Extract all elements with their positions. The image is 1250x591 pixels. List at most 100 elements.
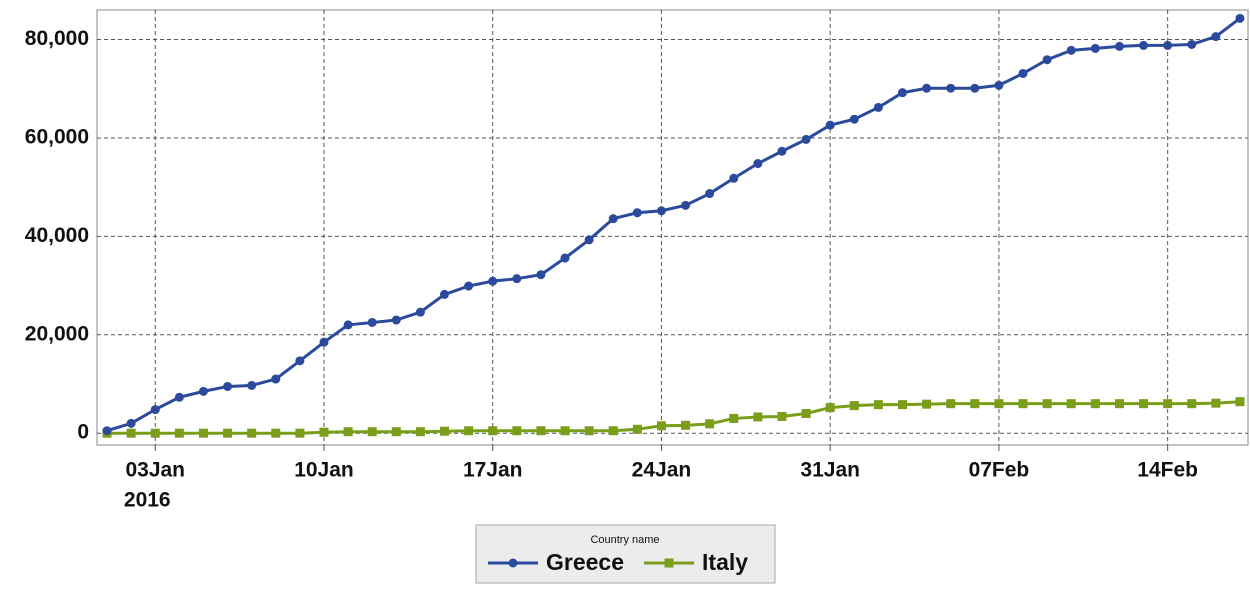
marker	[247, 380, 257, 390]
x-tick-label: 14Feb	[1137, 459, 1198, 482]
x-tick-label: 07Feb	[969, 459, 1030, 482]
marker	[126, 428, 136, 438]
marker	[440, 289, 450, 299]
x-tick-label: 31Jan	[800, 459, 860, 482]
marker	[946, 399, 956, 409]
plot-area	[96, 9, 1249, 446]
x-tick-label: 10Jan	[294, 459, 354, 482]
marker	[343, 320, 353, 330]
marker	[560, 253, 570, 263]
marker	[536, 426, 546, 436]
marker	[1066, 45, 1076, 55]
marker	[584, 426, 594, 436]
marker	[729, 173, 739, 183]
legend-label: Italy	[702, 549, 748, 575]
marker	[825, 403, 835, 413]
marker	[1235, 13, 1245, 23]
marker	[271, 374, 281, 384]
x-tick-label: 24Jan	[632, 459, 692, 482]
marker	[632, 424, 642, 434]
marker	[319, 427, 329, 437]
marker	[560, 426, 570, 436]
marker	[174, 428, 184, 438]
marker	[1163, 40, 1173, 50]
marker	[608, 214, 618, 224]
marker	[656, 421, 666, 431]
marker	[1211, 32, 1221, 42]
marker	[102, 426, 112, 436]
marker	[126, 418, 136, 428]
marker	[512, 426, 522, 436]
marker	[897, 400, 907, 410]
marker	[367, 317, 377, 327]
marker	[970, 399, 980, 409]
marker	[825, 120, 835, 130]
marker	[1139, 399, 1149, 409]
marker	[777, 411, 787, 421]
marker	[488, 276, 498, 286]
marker	[584, 235, 594, 245]
marker	[801, 409, 811, 419]
marker	[1187, 399, 1197, 409]
marker	[1235, 397, 1245, 407]
marker	[367, 427, 377, 437]
marker	[271, 428, 281, 438]
marker	[608, 426, 618, 436]
marker	[319, 337, 329, 347]
marker	[415, 427, 425, 437]
marker	[391, 315, 401, 325]
marker	[729, 413, 739, 423]
marker	[801, 134, 811, 144]
x-tick-label: 17Jan	[463, 459, 523, 482]
marker	[705, 419, 715, 429]
marker	[777, 146, 787, 156]
marker	[753, 412, 763, 422]
y-tick-label: 40,000	[25, 224, 89, 247]
marker	[873, 400, 883, 410]
legend: Country name Greece Italy	[475, 524, 776, 584]
legend-title: Country name	[590, 534, 659, 546]
marker	[1114, 399, 1124, 409]
marker	[223, 428, 233, 438]
y-tick-label: 20,000	[25, 322, 89, 345]
marker	[198, 428, 208, 438]
marker	[536, 270, 546, 280]
marker	[1066, 399, 1076, 409]
marker	[632, 208, 642, 218]
marker	[946, 83, 956, 93]
marker	[488, 426, 498, 436]
marker	[1018, 68, 1028, 78]
legend-box	[475, 524, 776, 584]
x-year-label: 2016	[124, 489, 171, 512]
marker	[391, 427, 401, 437]
marker	[1090, 399, 1100, 409]
marker	[295, 428, 305, 438]
marker	[849, 401, 859, 411]
marker	[1042, 399, 1052, 409]
marker	[1163, 399, 1173, 409]
marker	[681, 420, 691, 430]
y-tick-label: 80,000	[25, 27, 89, 50]
marker	[1211, 398, 1221, 408]
marker	[897, 88, 907, 98]
marker	[247, 428, 257, 438]
y-tick-label: 0	[77, 421, 89, 444]
series	[102, 397, 1245, 438]
marker	[1114, 41, 1124, 51]
marker	[970, 83, 980, 93]
marker	[464, 281, 474, 291]
marker	[922, 83, 932, 93]
marker	[440, 426, 450, 436]
marker	[343, 427, 353, 437]
marker	[849, 114, 859, 124]
marker	[174, 392, 184, 402]
marker	[198, 386, 208, 396]
series	[102, 13, 1245, 436]
marker	[994, 399, 1004, 409]
marker	[150, 428, 160, 438]
marker	[1090, 43, 1100, 53]
marker	[681, 200, 691, 210]
marker	[415, 307, 425, 317]
